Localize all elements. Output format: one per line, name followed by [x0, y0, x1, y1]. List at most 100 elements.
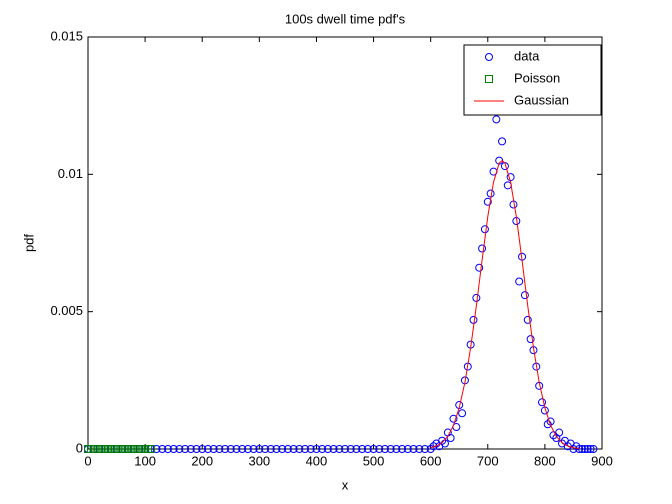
data-point: [575, 445, 584, 453]
data-point: [526, 335, 535, 344]
data-point: [520, 291, 529, 300]
data-point: [409, 445, 418, 453]
data-point: [226, 445, 235, 453]
legend-label: data: [514, 48, 540, 63]
data-point: [329, 445, 338, 453]
y-tick-label: 0.01: [58, 166, 83, 181]
data-point: [386, 445, 395, 453]
data-point: [221, 445, 230, 453]
data-point: [312, 445, 321, 453]
data-point: [426, 445, 435, 453]
data-point: [238, 445, 247, 453]
x-tick-label: 900: [591, 453, 613, 468]
data-point: [369, 445, 378, 453]
data-point: [209, 445, 218, 453]
data-point: [472, 293, 481, 302]
data-point: [186, 445, 195, 453]
data-point: [152, 445, 161, 453]
y-tick-label: 0: [76, 440, 83, 455]
data-point: [555, 428, 564, 437]
x-tick-label: 200: [191, 453, 213, 468]
data-point: [278, 445, 287, 453]
legend-label: Poisson: [514, 70, 560, 85]
data-point: [146, 445, 155, 453]
data-point: [261, 445, 270, 453]
data-point: [586, 445, 595, 453]
data-point: [492, 115, 501, 124]
data-point: [478, 244, 487, 253]
data-point: [158, 445, 167, 453]
data-point: [335, 445, 344, 453]
x-tick-label: 500: [363, 453, 385, 468]
legend-symbol: [485, 75, 493, 83]
data-point: [380, 445, 389, 453]
data-point: [420, 445, 429, 453]
x-tick-label: 400: [306, 453, 328, 468]
data-point: [192, 445, 201, 453]
data-point: [289, 445, 298, 453]
data-point: [318, 445, 327, 453]
x-tick-label: 300: [248, 453, 270, 468]
data-point: [438, 436, 447, 445]
data-point: [515, 277, 524, 286]
data-point: [181, 445, 190, 453]
data-point: [215, 445, 224, 453]
data-point: [498, 137, 507, 146]
data-point: [429, 442, 438, 451]
data-point: [255, 445, 264, 453]
legend-symbol: [485, 53, 493, 61]
x-tick-label: 700: [477, 453, 499, 468]
data-point: [249, 445, 258, 453]
data-point: [398, 445, 407, 453]
data-point: [392, 445, 401, 453]
data-point: [301, 445, 310, 453]
data-point: [583, 445, 592, 453]
data-point: [323, 445, 332, 453]
data-point: [203, 445, 212, 453]
data-point: [403, 445, 412, 453]
data-point: [578, 445, 587, 453]
data-point: [543, 420, 552, 429]
data-point: [375, 445, 384, 453]
legend-box: [463, 44, 602, 116]
data-point: [415, 445, 424, 453]
data-point: [272, 445, 281, 453]
data-point: [458, 409, 467, 418]
data-point: [589, 445, 598, 453]
data-point: [523, 315, 532, 324]
y-tick-label: 0.005: [50, 303, 83, 318]
data-point: [169, 445, 178, 453]
data-point: [243, 445, 252, 453]
data-point: [480, 225, 489, 234]
data-point: [352, 445, 361, 453]
data-point: [475, 263, 484, 272]
y-axis-label: pdf: [21, 234, 36, 252]
legend: data Poisson Gaussian: [463, 44, 602, 116]
data-point: [295, 445, 304, 453]
data-point: [266, 445, 275, 453]
x-axis-label: x: [342, 477, 349, 492]
data-point: [569, 445, 578, 453]
data-point: [446, 434, 455, 443]
data-point: [363, 445, 372, 453]
x-tick-label: 600: [420, 453, 442, 468]
data-point: [283, 445, 292, 453]
data-point: [232, 445, 241, 453]
chart-title: 100s dwell time pdf's: [285, 11, 406, 26]
x-tick-label: 800: [534, 453, 556, 468]
series-line: [430, 159, 580, 449]
data-point: [175, 445, 184, 453]
legend-label: Gaussian: [514, 92, 569, 107]
data-point: [580, 445, 589, 453]
x-tick-label: 0: [84, 453, 91, 468]
y-tick-label: 0.015: [50, 28, 83, 43]
data-point: [306, 445, 315, 453]
data-point: [341, 445, 349, 453]
data-point: [198, 445, 207, 453]
x-tick-label: 100: [134, 453, 156, 468]
data-point: [483, 197, 492, 206]
data-point: [346, 445, 355, 453]
data-point: [163, 445, 172, 453]
data-point: [538, 398, 547, 407]
